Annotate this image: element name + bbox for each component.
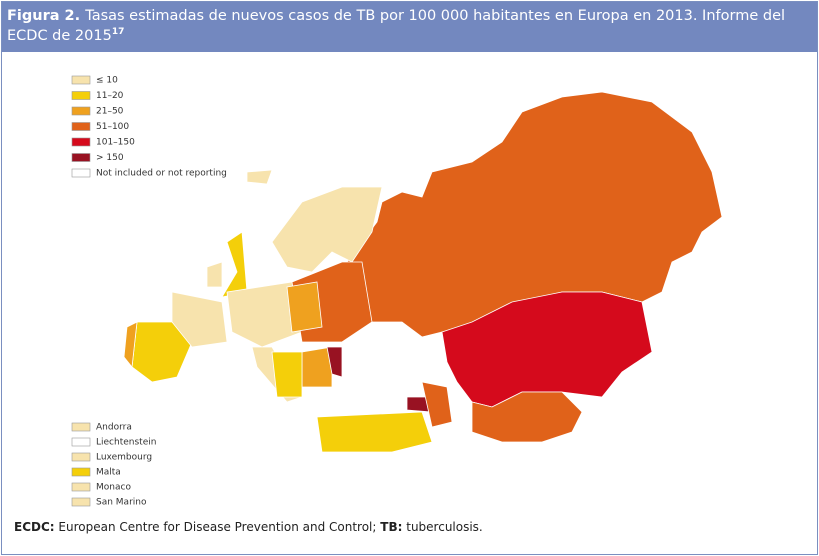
legend-label: 21–50 bbox=[96, 107, 124, 117]
legend-swatch bbox=[71, 137, 91, 147]
legend-swatch bbox=[71, 482, 91, 492]
legend-swatch bbox=[71, 91, 91, 100]
country bbox=[316, 411, 433, 453]
legend: ≤ 10 11–20 21–50 51–100 101–150 > 150 Not incl… bbox=[71, 75, 227, 179]
legend-swatch bbox=[71, 497, 91, 507]
abbreviation: TB: bbox=[380, 520, 403, 534]
country bbox=[271, 186, 383, 273]
small-countries-legend: Andorra Liechtenstein Luxembourg Malta Monac… bbox=[71, 422, 156, 508]
legend-swatch bbox=[71, 122, 91, 131]
country bbox=[271, 351, 303, 398]
figure-header: Figura 2. Tasas estimadas de nuevos caso… bbox=[2, 2, 817, 52]
country bbox=[421, 381, 453, 428]
legend-label: > 150 bbox=[96, 153, 124, 163]
countries bbox=[123, 91, 723, 453]
country bbox=[226, 281, 303, 348]
legend-label: 51–100 bbox=[96, 122, 129, 132]
legend-swatch bbox=[71, 422, 91, 432]
legend-label: Monaco bbox=[96, 483, 131, 493]
legend-swatch bbox=[71, 437, 91, 447]
country bbox=[326, 346, 343, 378]
legend-label: Liechtenstein bbox=[96, 438, 156, 448]
footnote-text: tuberculosis. bbox=[406, 520, 483, 534]
country bbox=[123, 321, 138, 369]
country bbox=[441, 291, 653, 408]
legend-label: Not included or not reporting bbox=[96, 169, 227, 179]
country bbox=[301, 346, 333, 388]
country bbox=[286, 281, 323, 333]
footnote: ECDC: European Centre for Disease Preven… bbox=[14, 520, 483, 534]
country bbox=[206, 261, 223, 288]
legend-label: ≤ 10 bbox=[96, 76, 118, 86]
footnote-text: European Centre for Disease Prevention a… bbox=[58, 520, 377, 534]
country bbox=[471, 391, 583, 443]
country bbox=[221, 231, 248, 298]
legend-label: 101–150 bbox=[96, 138, 135, 148]
legend-swatch bbox=[71, 106, 91, 116]
legend-swatch bbox=[71, 75, 91, 85]
legend-swatch bbox=[71, 467, 91, 477]
legend-swatch bbox=[71, 168, 91, 178]
legend-swatch bbox=[71, 153, 91, 162]
country bbox=[171, 291, 228, 348]
figure-label: Figura 2. bbox=[7, 8, 81, 24]
legend-label: San Marino bbox=[96, 498, 147, 508]
country bbox=[246, 169, 273, 185]
figure-title: Tasas estimadas de nuevos casos de TB po… bbox=[7, 8, 786, 44]
legend-label: Luxembourg bbox=[96, 453, 152, 463]
legend-label: Andorra bbox=[96, 423, 132, 433]
legend-label: Malta bbox=[96, 468, 121, 478]
legend-swatch bbox=[71, 452, 91, 462]
legend-label: 11–20 bbox=[96, 91, 124, 101]
reference: 17 bbox=[111, 27, 125, 38]
abbreviation: ECDC: bbox=[14, 520, 55, 534]
